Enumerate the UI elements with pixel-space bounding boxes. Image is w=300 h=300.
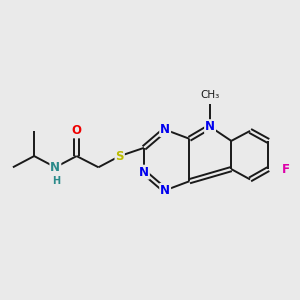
Text: N: N bbox=[205, 120, 215, 133]
Text: CH₃: CH₃ bbox=[200, 90, 220, 100]
Text: N: N bbox=[50, 161, 60, 174]
Text: H: H bbox=[52, 176, 60, 186]
Text: N: N bbox=[160, 123, 170, 136]
Text: N: N bbox=[160, 184, 170, 197]
Text: N: N bbox=[139, 166, 149, 178]
Text: O: O bbox=[72, 124, 82, 137]
Text: F: F bbox=[282, 163, 290, 176]
Text: S: S bbox=[116, 150, 124, 163]
